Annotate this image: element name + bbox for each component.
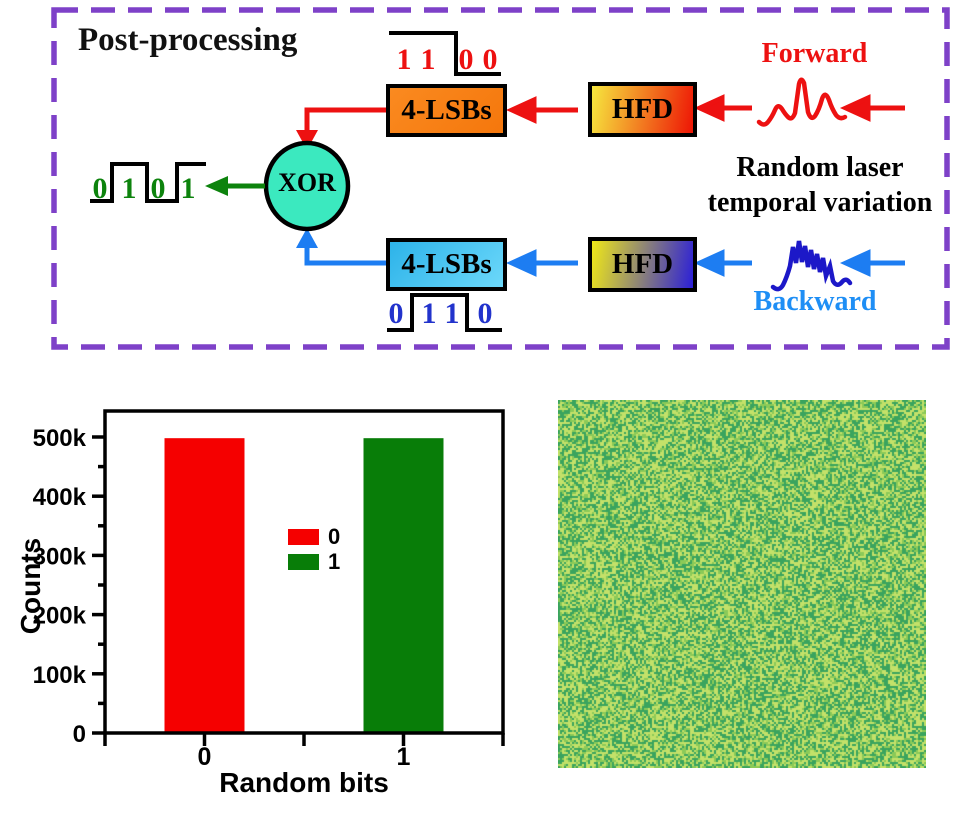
legend-label-0: 0	[328, 524, 340, 549]
lsb-box-backward: 4-LSBs	[386, 238, 507, 291]
arrow-left-icon	[505, 96, 537, 124]
backward-bit: 0	[478, 297, 493, 330]
y-tick-label: 300k	[33, 543, 87, 570]
hfd-box-backward: HFD	[588, 237, 697, 292]
backward-laser-waveform-icon	[770, 240, 853, 292]
forward-bit: 1	[397, 43, 412, 76]
output-bit: 0	[93, 172, 108, 205]
arrow-up-icon	[296, 228, 318, 248]
arrow-left-icon	[205, 176, 228, 196]
caption-line-1: Random laser	[736, 152, 904, 183]
bar-0	[164, 438, 245, 733]
y-axis-title: Counts	[15, 538, 46, 634]
y-tick-label: 100k	[33, 662, 87, 689]
chart-bars	[164, 438, 444, 733]
forward-bit: 0	[483, 43, 498, 76]
lsb-box-backward-label: 4-LSBs	[401, 248, 492, 280]
hfd-box-forward-label: HFD	[611, 93, 674, 125]
lsb-box-forward: 4-LSBs	[386, 84, 507, 137]
output-connector	[205, 176, 265, 196]
forward-bit-waveform: 1 1 0 0	[389, 31, 501, 76]
arrow-left-icon	[693, 249, 725, 277]
backward-arrows	[505, 249, 905, 277]
arrow-left-icon	[839, 249, 871, 277]
backward-label: Backward	[753, 286, 877, 317]
forward-bit: 0	[459, 43, 474, 76]
backward-bit: 1	[445, 297, 460, 330]
backward-bit-waveform: 0 1 1 0	[387, 293, 502, 332]
forward-to-xor-connector	[296, 107, 386, 150]
post-processing-frame	[51, 7, 950, 350]
lsb-box-forward-label: 4-LSBs	[401, 94, 492, 126]
legend-label-1: 1	[328, 549, 340, 574]
y-tick-label: 0	[73, 721, 86, 748]
x-tick-label: 1	[397, 743, 411, 771]
panel-title: Post-processing	[78, 22, 298, 58]
caption-line-2: temporal variation	[707, 187, 933, 218]
axis-ticks	[92, 435, 505, 746]
x-tick-label: 0	[198, 743, 212, 771]
hfd-box-backward-label: HFD	[611, 248, 674, 280]
arrow-left-icon	[693, 94, 725, 122]
chart-legend: 0 1	[288, 524, 340, 574]
backward-bit: 0	[389, 297, 404, 330]
arrow-down-icon	[296, 130, 318, 150]
random-bit-image	[558, 400, 926, 768]
forward-laser-waveform-icon	[756, 77, 848, 127]
y-tick-label: 500k	[33, 425, 87, 452]
bar-1	[363, 438, 444, 733]
arrow-left-icon	[505, 249, 537, 277]
backward-bit: 1	[422, 297, 437, 330]
hfd-box-forward: HFD	[588, 82, 697, 137]
legend-swatch-0	[288, 529, 319, 545]
random-laser-caption: Random laser temporal variation	[688, 150, 952, 220]
output-bit: 0	[151, 172, 166, 205]
xor-node	[263, 140, 351, 232]
y-tick-label: 400k	[33, 484, 87, 511]
xor-label: XOR	[278, 168, 336, 197]
backward-to-xor-connector	[296, 228, 386, 266]
x-axis-title: Random bits	[219, 767, 389, 798]
forward-label: Forward	[761, 38, 868, 69]
arrow-left-icon	[839, 94, 871, 122]
output-bit: 1	[181, 172, 196, 205]
forward-bit: 1	[421, 43, 436, 76]
output-bit-waveform: 0 1 0 1	[90, 162, 206, 205]
legend-swatch-1	[288, 554, 319, 570]
forward-arrows	[505, 94, 905, 124]
output-bit: 1	[122, 172, 137, 205]
y-tick-label: 200k	[33, 603, 87, 630]
